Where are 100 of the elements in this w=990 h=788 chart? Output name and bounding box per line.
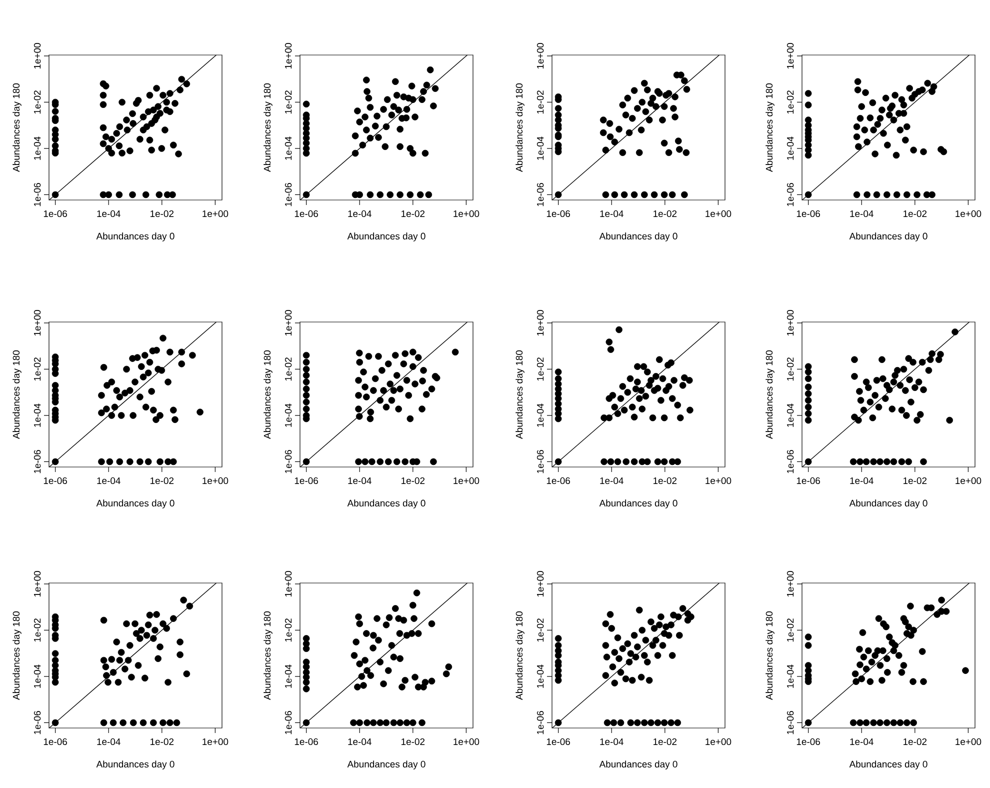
y-tick-label: 1e-04 <box>284 664 292 688</box>
y-tick-label: 1e-04 <box>786 136 794 160</box>
x-tick-label: 1e-02 <box>904 738 927 746</box>
x-tick-label: 1e+00 <box>956 738 982 746</box>
x-tick-label: 1e-06 <box>546 738 570 746</box>
x-axis-title: Abundances day 0 <box>599 760 678 770</box>
x-tick-label: 1e+00 <box>706 477 732 484</box>
y-tick-label: 1e-02 <box>786 90 794 114</box>
x-axis-title: Abundances day 0 <box>599 500 678 508</box>
y-tick-label: 1e-04 <box>786 404 794 427</box>
x-tick-label: 1e+00 <box>202 477 228 484</box>
x-tick-label: 1e-06 <box>44 738 67 746</box>
y-tick-label: 1e-02 <box>34 358 41 381</box>
x-tick-label: 1e-02 <box>150 477 174 484</box>
y-axis-title: Abundances day 180 <box>766 611 774 700</box>
x-tick-label: 1e-02 <box>150 210 174 218</box>
y-tick-label: 1e-02 <box>786 618 794 642</box>
y-axis-title: Abundances day 180 <box>12 350 22 439</box>
x-tick-label: 1e-04 <box>348 477 372 484</box>
y-axis-title: Abundances day 180 <box>766 83 774 172</box>
x-tick-label: 1e-04 <box>600 738 624 746</box>
y-tick-label: 1e-02 <box>786 358 794 381</box>
y-tick-label: 1e-02 <box>284 90 292 114</box>
y-tick-label: 1e-02 <box>536 90 544 114</box>
x-tick-label: 1e-06 <box>294 738 318 746</box>
y-tick-label: 1e+00 <box>284 43 292 69</box>
x-tick-label: 1e+00 <box>706 210 732 218</box>
x-tick-label: 1e+00 <box>706 738 732 746</box>
x-tick-label: 1e+00 <box>202 738 228 746</box>
y-tick-label: 1e+00 <box>536 43 544 69</box>
y-tick-label: 1e+00 <box>34 571 41 597</box>
x-tick-label: 1e-02 <box>654 210 677 218</box>
x-tick-label: 1e+00 <box>454 477 480 484</box>
x-tick-label: 1e-02 <box>654 738 677 746</box>
x-tick-label: 1e+00 <box>202 210 228 218</box>
x-tick-label: 1e-04 <box>600 477 624 484</box>
x-axis-title: Abundances day 0 <box>849 760 928 770</box>
x-tick-label: 1e-04 <box>348 210 372 218</box>
x-axis-title: Abundances day 0 <box>347 760 426 770</box>
y-tick-label: 1e+00 <box>786 43 794 69</box>
y-axis-title: Abundances day 180 <box>516 83 524 172</box>
x-tick-label: 1e-02 <box>402 210 425 218</box>
x-tick-label: 1e-04 <box>97 738 120 746</box>
x-tick-label: 1e-02 <box>402 738 425 746</box>
x-axis-title: Abundances day 0 <box>347 500 426 508</box>
x-tick-label: 1e-04 <box>97 210 120 218</box>
x-tick-label: 1e-04 <box>850 210 874 218</box>
x-axis-title: Abundances day 0 <box>599 232 678 242</box>
y-tick-label: 1e-02 <box>284 618 292 642</box>
y-axis-title: Abundances day 180 <box>12 83 22 172</box>
x-axis-title: Abundances day 0 <box>96 232 174 242</box>
x-tick-label: 1e-06 <box>796 738 820 746</box>
x-tick-label: 1e-04 <box>97 477 120 484</box>
y-tick-label: 1e-02 <box>34 618 41 642</box>
x-tick-label: 1e-02 <box>904 477 927 484</box>
x-axis-title: Abundances day 0 <box>849 232 928 242</box>
y-tick-label: 1e+00 <box>34 310 41 336</box>
x-tick-label: 1e-06 <box>44 477 67 484</box>
y-tick-label: 1e-04 <box>34 664 41 688</box>
y-tick-label: 1e+00 <box>786 571 794 597</box>
y-tick-label: 1e-02 <box>284 358 292 381</box>
y-tick-label: 1e-04 <box>34 136 41 160</box>
y-axis-title: Abundances day 180 <box>12 611 22 700</box>
x-tick-label: 1e+00 <box>956 477 982 484</box>
y-tick-label: 1e-02 <box>536 358 544 381</box>
y-axis-title: Abundances day 180 <box>516 350 524 439</box>
y-tick-label: 1e-04 <box>786 664 794 688</box>
x-tick-label: 1e-02 <box>904 210 927 218</box>
y-axis-title: Abundances day 180 <box>766 350 774 439</box>
y-tick-label: 1e-04 <box>284 136 292 160</box>
y-tick-label: 1e-04 <box>536 136 544 160</box>
y-tick-label: 1e+00 <box>284 571 292 597</box>
y-tick-label: 1e-04 <box>536 664 544 688</box>
y-tick-label: 1e+00 <box>786 310 794 336</box>
y-axis-title: Abundances day 180 <box>264 83 272 172</box>
x-tick-label: 1e+00 <box>454 738 480 746</box>
y-tick-label: 1e-02 <box>34 90 41 114</box>
x-tick-label: 1e+00 <box>454 210 480 218</box>
x-tick-label: 1e-06 <box>294 210 318 218</box>
x-tick-label: 1e-04 <box>850 477 874 484</box>
x-tick-label: 1e-06 <box>546 477 570 484</box>
x-tick-label: 1e-02 <box>654 477 677 484</box>
y-tick-label: 1e+00 <box>536 310 544 336</box>
y-tick-label: 1e+00 <box>284 310 292 336</box>
x-tick-label: 1e-04 <box>348 738 372 746</box>
x-axis-title: Abundances day 0 <box>849 500 928 508</box>
x-axis-title: Abundances day 0 <box>347 232 426 242</box>
y-tick-label: 1e+00 <box>536 571 544 597</box>
y-axis-title: Abundances day 180 <box>264 350 272 439</box>
x-tick-label: 1e-02 <box>150 738 174 746</box>
x-tick-label: 1e-06 <box>546 210 570 218</box>
y-tick-label: 1e+00 <box>34 43 41 69</box>
x-tick-label: 1e-04 <box>600 210 624 218</box>
y-tick-label: 1e-02 <box>536 618 544 642</box>
y-tick-label: 1e-04 <box>536 404 544 427</box>
x-tick-label: 1e-06 <box>796 210 820 218</box>
x-tick-label: 1e-04 <box>850 738 874 746</box>
x-axis-title: Abundances day 0 <box>96 500 174 508</box>
x-tick-label: 1e-02 <box>402 477 425 484</box>
x-tick-label: 1e-06 <box>796 477 820 484</box>
